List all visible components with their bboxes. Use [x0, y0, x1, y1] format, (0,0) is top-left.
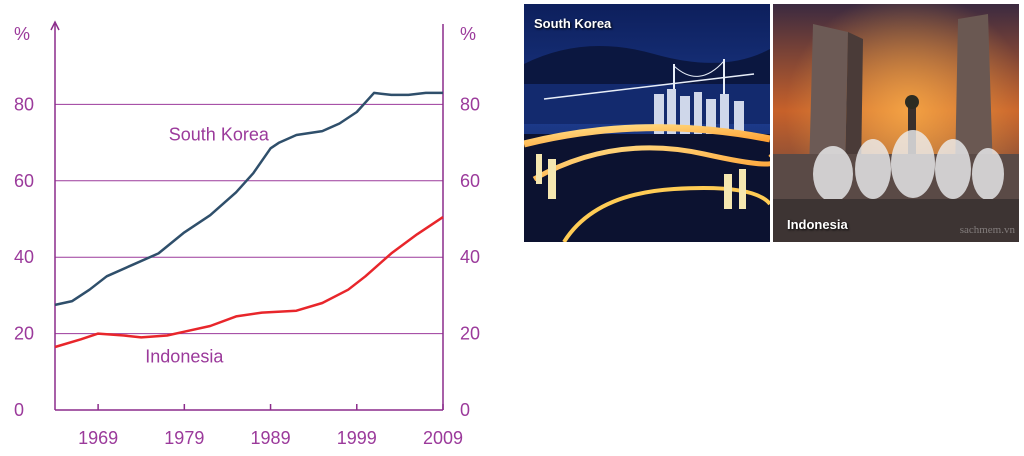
x-tick-label: 1969 — [78, 428, 118, 448]
indonesia-fountain-image — [773, 4, 1019, 242]
y-tick-labels: 0 0 20 20 40 40 60 60 80 80 — [14, 94, 480, 420]
urbanization-line-chart: % % 0 0 20 20 40 40 60 60 80 80 1969 1979 1989 1999 2… — [14, 20, 480, 448]
series-lines — [54, 91, 444, 349]
series-label-south-korea: South Korea — [169, 125, 270, 145]
x-tick-label: 2009 — [423, 428, 463, 448]
series-line-indonesia — [54, 216, 444, 349]
indonesia-photo-label: Indonesia — [787, 217, 848, 232]
south-korea-city-night-image — [524, 4, 770, 242]
series-labels: South Korea Indonesia — [145, 125, 270, 367]
y-tick-label-left: 0 — [14, 400, 24, 420]
south-korea-photo: South Korea — [524, 4, 770, 242]
watermark-text: sachmem.vn — [959, 224, 1015, 236]
south-korea-photo-label: South Korea — [534, 16, 612, 31]
y-tick-label-right: 0 — [460, 400, 470, 420]
y-axis-arrow — [50, 20, 60, 31]
x-tick-label: 1989 — [251, 428, 291, 448]
y-tick-label-right: 80 — [460, 94, 480, 114]
y-tick-label-left: 80 — [14, 94, 34, 114]
series-line-south-korea — [54, 91, 443, 307]
y-tick-label-left: 60 — [14, 171, 34, 191]
axes: % % — [14, 20, 476, 411]
x-tick-labels: 1969 1979 1989 1999 2009 — [78, 404, 463, 448]
grid-lines — [55, 103, 443, 335]
y-tick-label-left: 40 — [14, 247, 34, 267]
y-tick-label-right: 20 — [460, 324, 480, 344]
y-tick-label-right: 60 — [460, 171, 480, 191]
left-y-axis-unit: % — [14, 24, 30, 44]
series-label-indonesia: Indonesia — [145, 346, 224, 366]
right-y-axis-unit: % — [460, 24, 476, 44]
y-tick-label-left: 20 — [14, 324, 34, 344]
x-tick-label: 1999 — [337, 428, 377, 448]
y-tick-label-right: 40 — [460, 247, 480, 267]
indonesia-photo: Indonesia sachmem.vn — [773, 4, 1019, 242]
x-tick-label: 1979 — [164, 428, 204, 448]
